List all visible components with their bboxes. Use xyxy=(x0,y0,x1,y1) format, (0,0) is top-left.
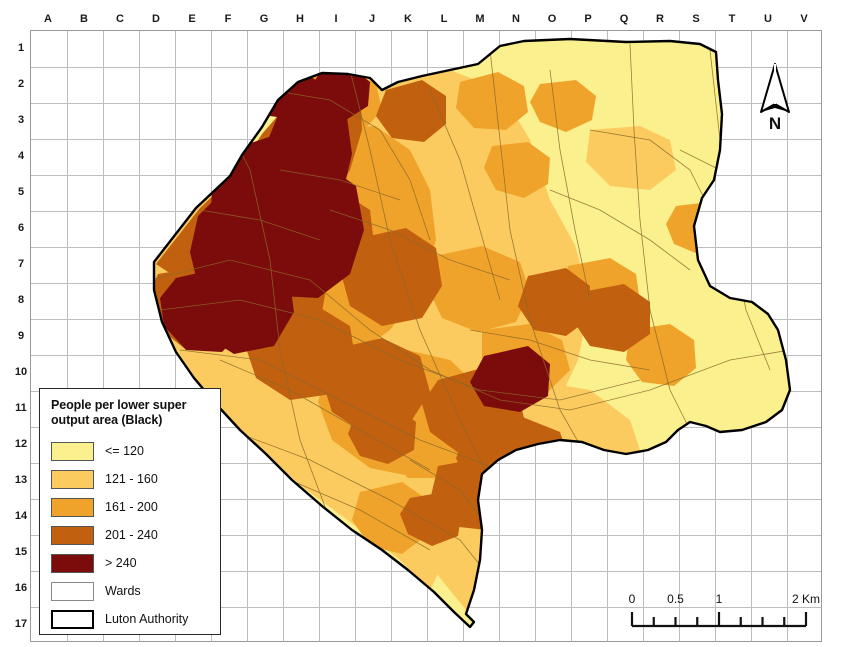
column-label-E: E xyxy=(188,13,196,25)
region-class4-e3 xyxy=(574,284,650,352)
column-label-G: G xyxy=(259,13,269,25)
region-class2-c xyxy=(586,126,676,190)
legend-swatch-class-1 xyxy=(51,441,94,461)
gridline-vertical xyxy=(787,31,788,641)
luton-authority-outline xyxy=(152,37,792,629)
legend-label-class-4: 201 - 240 xyxy=(105,528,158,542)
legend-label-class-5: > 240 xyxy=(105,556,137,570)
row-label-7: 7 xyxy=(17,258,25,270)
row-label-10: 10 xyxy=(14,366,28,378)
column-label-O: O xyxy=(547,13,557,25)
legend-label-class-1: <= 120 xyxy=(105,444,144,458)
column-label-Q: Q xyxy=(619,13,629,25)
legend-row-class-2[interactable]: 121 - 160 xyxy=(51,465,210,493)
column-label-K: K xyxy=(404,13,412,25)
row-label-9: 9 xyxy=(17,330,25,342)
row-label-5: 5 xyxy=(17,186,25,198)
gridline-horizontal xyxy=(31,607,821,608)
gridline-vertical xyxy=(139,31,140,641)
legend-row-class-1[interactable]: <= 120 xyxy=(51,437,210,465)
column-label-F: F xyxy=(224,13,232,25)
column-label-I: I xyxy=(334,13,338,25)
scale-bar-graphic xyxy=(630,612,808,628)
row-label-11: 11 xyxy=(15,402,27,414)
choropleth-map[interactable] xyxy=(30,30,822,642)
legend-label-ward: Wards xyxy=(105,584,141,598)
legend-swatch-class-5 xyxy=(51,553,94,573)
row-label-14: 14 xyxy=(14,510,28,522)
column-label-B: B xyxy=(80,13,88,25)
scale-bar-label-2: 1 xyxy=(715,592,723,606)
region-class4-s2 xyxy=(322,338,430,434)
legend-swatch-class-3 xyxy=(51,497,94,517)
legend-swatch-class-4 xyxy=(51,525,94,545)
region-class4-sm1 xyxy=(348,404,416,464)
row-label-12: 12 xyxy=(14,438,28,450)
column-label-U: U xyxy=(764,13,772,25)
column-label-J: J xyxy=(368,13,376,25)
row-label-4: 4 xyxy=(17,150,25,162)
north-arrow: N xyxy=(748,62,802,144)
legend-row-class-4[interactable]: 201 - 240 xyxy=(51,521,210,549)
gridline-vertical xyxy=(103,31,104,641)
legend-swatch-class-2 xyxy=(51,469,94,489)
region-class3-l xyxy=(530,80,596,132)
legend-title: People per lower super output area (Blac… xyxy=(51,398,210,428)
column-label-A: A xyxy=(44,13,52,25)
legend-label-class-2: 121 - 160 xyxy=(105,472,158,486)
column-label-N: N xyxy=(512,13,520,25)
scale-bar: 0 0.5 1 2 Km xyxy=(628,592,821,636)
legend-row-authority[interactable]: Luton Authority xyxy=(51,605,210,633)
region-class4-ne xyxy=(376,80,446,142)
row-label-3: 3 xyxy=(17,114,25,126)
column-label-M: M xyxy=(475,13,485,25)
legend-label-class-3: 161 - 200 xyxy=(105,500,158,514)
region-class5-core6 xyxy=(160,268,246,352)
legend-row-ward[interactable]: Wards xyxy=(51,577,210,605)
row-label-13: 13 xyxy=(14,474,28,486)
row-label-17: 17 xyxy=(14,618,28,630)
column-label-L: L xyxy=(440,13,448,25)
column-label-R: R xyxy=(656,13,664,25)
row-label-2: 2 xyxy=(17,78,25,90)
region-class4-e xyxy=(340,228,442,326)
north-arrow-label: N xyxy=(768,114,782,133)
column-label-P: P xyxy=(584,13,592,25)
legend-title-line1: People per lower super xyxy=(51,398,187,412)
gridline-horizontal xyxy=(31,67,821,68)
column-label-C: C xyxy=(116,13,124,25)
legend-swatch-authority xyxy=(51,609,94,629)
column-label-S: S xyxy=(692,13,700,25)
map-regions xyxy=(154,39,790,627)
north-arrow-base xyxy=(761,104,789,112)
legend-label-authority: Luton Authority xyxy=(105,612,189,626)
legend-row-class-3[interactable]: 161 - 200 xyxy=(51,493,210,521)
scale-bar-label-0: 0 xyxy=(628,592,636,606)
row-label-6: 6 xyxy=(17,222,25,234)
legend-title-line2: output area (Black) xyxy=(51,413,163,427)
column-label-T: T xyxy=(728,13,736,25)
region-class4-e2 xyxy=(518,268,590,336)
scale-bar-label-1: 0.5 xyxy=(667,592,684,606)
column-label-H: H xyxy=(296,13,304,25)
map-legend[interactable]: People per lower super output area (Blac… xyxy=(39,388,221,635)
north-arrow-glyph xyxy=(760,63,790,113)
legend-entries: <= 120 121 - 160 161 - 200 201 - 240 > 240 Wa… xyxy=(51,437,210,633)
row-label-15: 15 xyxy=(14,546,28,558)
region-class3-c xyxy=(428,246,530,332)
column-label-D: D xyxy=(152,13,160,25)
scale-bar-label-3: 2 Km xyxy=(791,592,821,606)
column-label-V: V xyxy=(800,13,808,25)
region-class3-k xyxy=(484,142,550,198)
row-label-1: 1 xyxy=(17,42,25,54)
gridline-vertical xyxy=(67,31,68,641)
scale-bar-labels: 0 0.5 1 2 Km xyxy=(628,592,821,608)
legend-row-class-5[interactable]: > 240 xyxy=(51,549,210,577)
row-label-16: 16 xyxy=(14,582,28,594)
row-label-8: 8 xyxy=(17,294,25,306)
legend-swatch-ward xyxy=(51,581,94,601)
region-class3-j xyxy=(456,72,528,130)
